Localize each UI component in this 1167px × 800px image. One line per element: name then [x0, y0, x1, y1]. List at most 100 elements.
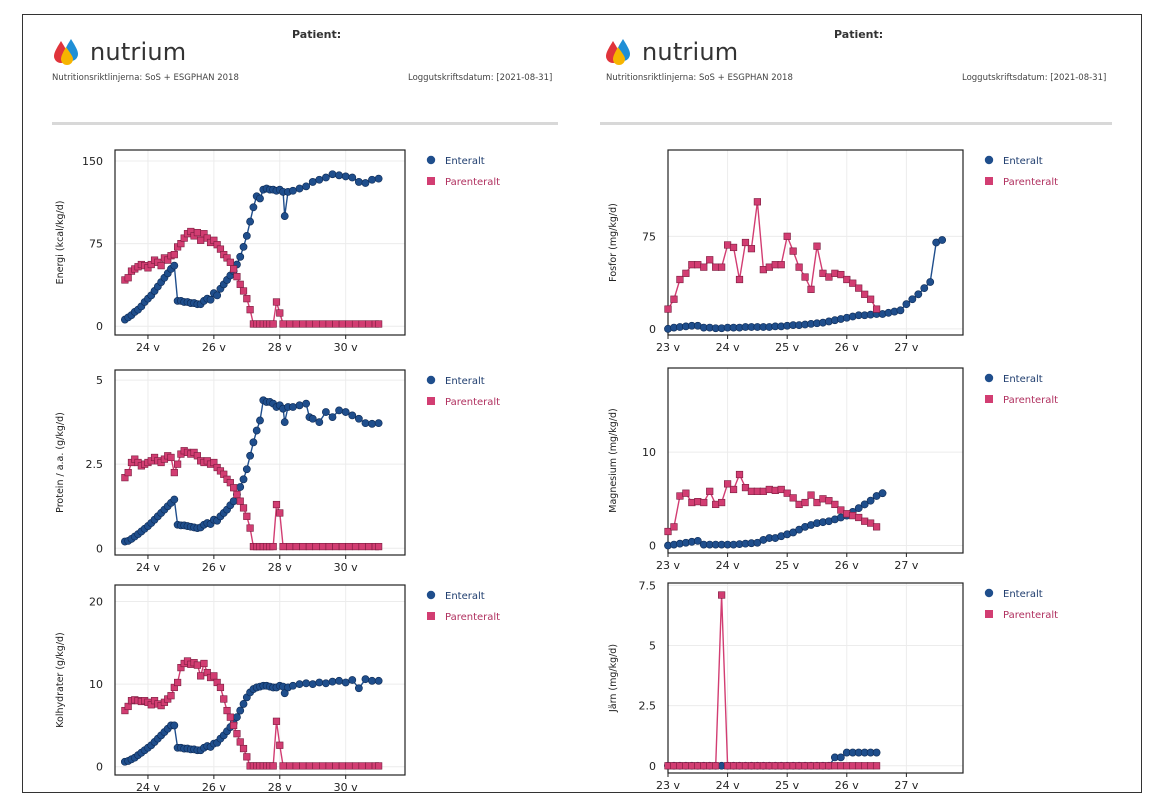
data-point-enteralt [302, 399, 311, 408]
data-point-enteralt [322, 408, 330, 416]
data-point-parenteralt [765, 263, 773, 271]
data-point-parenteralt [305, 542, 314, 551]
data-point-enteralt [908, 295, 917, 304]
data-point-parenteralt [292, 320, 300, 328]
data-point-parenteralt [789, 762, 797, 770]
data-point-parenteralt [338, 542, 346, 551]
data-point-enteralt [866, 496, 875, 505]
data-point-parenteralt [286, 542, 294, 551]
x-tick-label: 26 v [202, 781, 226, 794]
data-point-parenteralt [299, 762, 307, 770]
data-point-parenteralt [747, 245, 756, 253]
data-point-parenteralt [753, 198, 761, 206]
data-point-parenteralt [789, 494, 797, 502]
data-point-parenteralt [239, 744, 248, 753]
data-point-parenteralt [243, 295, 251, 303]
x-tick-label: 24 v [716, 341, 740, 354]
plot-area [115, 585, 405, 775]
x-tick-label: 23 v [656, 559, 680, 572]
x-tick-label: 28 v [268, 561, 292, 574]
data-point-parenteralt [279, 542, 287, 551]
data-point-parenteralt [706, 487, 714, 495]
data-point-enteralt [242, 465, 251, 474]
plot-border [667, 149, 964, 336]
y-axis-label: Energi (kcal/kg/d) [55, 201, 66, 285]
data-point-parenteralt [226, 713, 234, 721]
data-point-parenteralt [239, 287, 248, 295]
data-point-parenteralt [193, 661, 201, 669]
data-point-parenteralt [325, 542, 333, 551]
data-point-parenteralt [741, 238, 750, 247]
chart-3: 24 v 26 v 28 v 30 v 0 10 20 Kolhydrater (g/kg/d… [55, 584, 500, 794]
x-tick-label: 23 v [656, 779, 680, 792]
data-point-parenteralt [312, 320, 320, 328]
data-point-parenteralt [813, 498, 821, 507]
data-point-parenteralt [771, 261, 779, 269]
x-tick-label: 30 v [334, 561, 358, 574]
data-point-parenteralt [831, 269, 839, 277]
data-point-parenteralt [789, 247, 797, 255]
data-point-parenteralt [272, 298, 281, 306]
data-point-parenteralt [167, 692, 175, 700]
y-tick-label: 0 [649, 323, 656, 336]
y-tick-label: 0 [96, 542, 103, 555]
plot-area [668, 583, 963, 773]
data-point-parenteralt [220, 695, 228, 703]
data-point-enteralt [315, 678, 324, 687]
data-point-enteralt [693, 536, 702, 545]
data-point-enteralt [256, 194, 264, 203]
data-point-parenteralt [807, 491, 815, 499]
data-point-parenteralt [332, 542, 340, 551]
legend-label: Parenteralt [1003, 395, 1058, 406]
y-tick-label: 0 [96, 761, 103, 774]
legend-marker-enteralt [426, 155, 436, 165]
data-point-parenteralt [157, 262, 165, 270]
data-point-parenteralt [747, 487, 756, 495]
x-tick-label: 26 v [835, 341, 859, 354]
plot-area [115, 150, 405, 335]
data-point-enteralt [170, 721, 179, 730]
legend-marker-parenteralt [985, 177, 993, 185]
chart-5: 23 v 24 v 25 v 26 v 27 v 0 10 Magnesium (mg/kg/… [608, 367, 1058, 572]
data-point-parenteralt [670, 523, 678, 531]
data-point-parenteralt [325, 762, 333, 770]
data-point-parenteralt [670, 295, 678, 303]
data-point-parenteralt [843, 762, 851, 770]
legend-label: Enteralt [1003, 374, 1043, 385]
data-point-parenteralt [365, 320, 373, 328]
y-tick-label: 20 [89, 596, 103, 609]
data-point-parenteralt [801, 273, 809, 281]
data-point-parenteralt [753, 487, 761, 495]
y-tick-label: 0 [649, 540, 656, 553]
data-point-parenteralt [664, 305, 672, 313]
plot-border [667, 582, 964, 774]
data-point-parenteralt [197, 672, 205, 680]
data-point-enteralt [322, 679, 330, 688]
data-point-parenteralt [239, 504, 248, 512]
data-point-parenteralt [170, 251, 178, 259]
legend-marker-enteralt [984, 588, 994, 598]
plot-area [668, 150, 963, 335]
plot-border [114, 584, 406, 776]
data-point-parenteralt [872, 762, 881, 770]
x-tick-label: 30 v [334, 781, 358, 794]
data-point-enteralt [308, 178, 317, 186]
data-point-parenteralt [272, 717, 281, 725]
data-point-parenteralt [849, 279, 857, 287]
y-tick-label: 75 [89, 238, 103, 251]
recommendation-text: Nutritionsriktlinjerna: SoS + ESGPHAN 20… [606, 73, 793, 83]
legend-marker-enteralt [426, 590, 436, 600]
data-point-enteralt [322, 173, 330, 182]
data-point-enteralt [341, 678, 350, 687]
data-point-parenteralt [325, 320, 333, 328]
data-point-enteralt [354, 178, 363, 186]
data-point-enteralt [938, 236, 947, 244]
data-point-parenteralt [236, 738, 244, 746]
data-point-parenteralt [825, 762, 833, 770]
data-point-parenteralt [269, 542, 277, 551]
data-point-enteralt [302, 182, 311, 191]
data-point-enteralt [249, 203, 258, 212]
data-point-parenteralt [867, 295, 875, 303]
data-point-enteralt [374, 419, 383, 428]
data-point-parenteralt [332, 320, 340, 328]
